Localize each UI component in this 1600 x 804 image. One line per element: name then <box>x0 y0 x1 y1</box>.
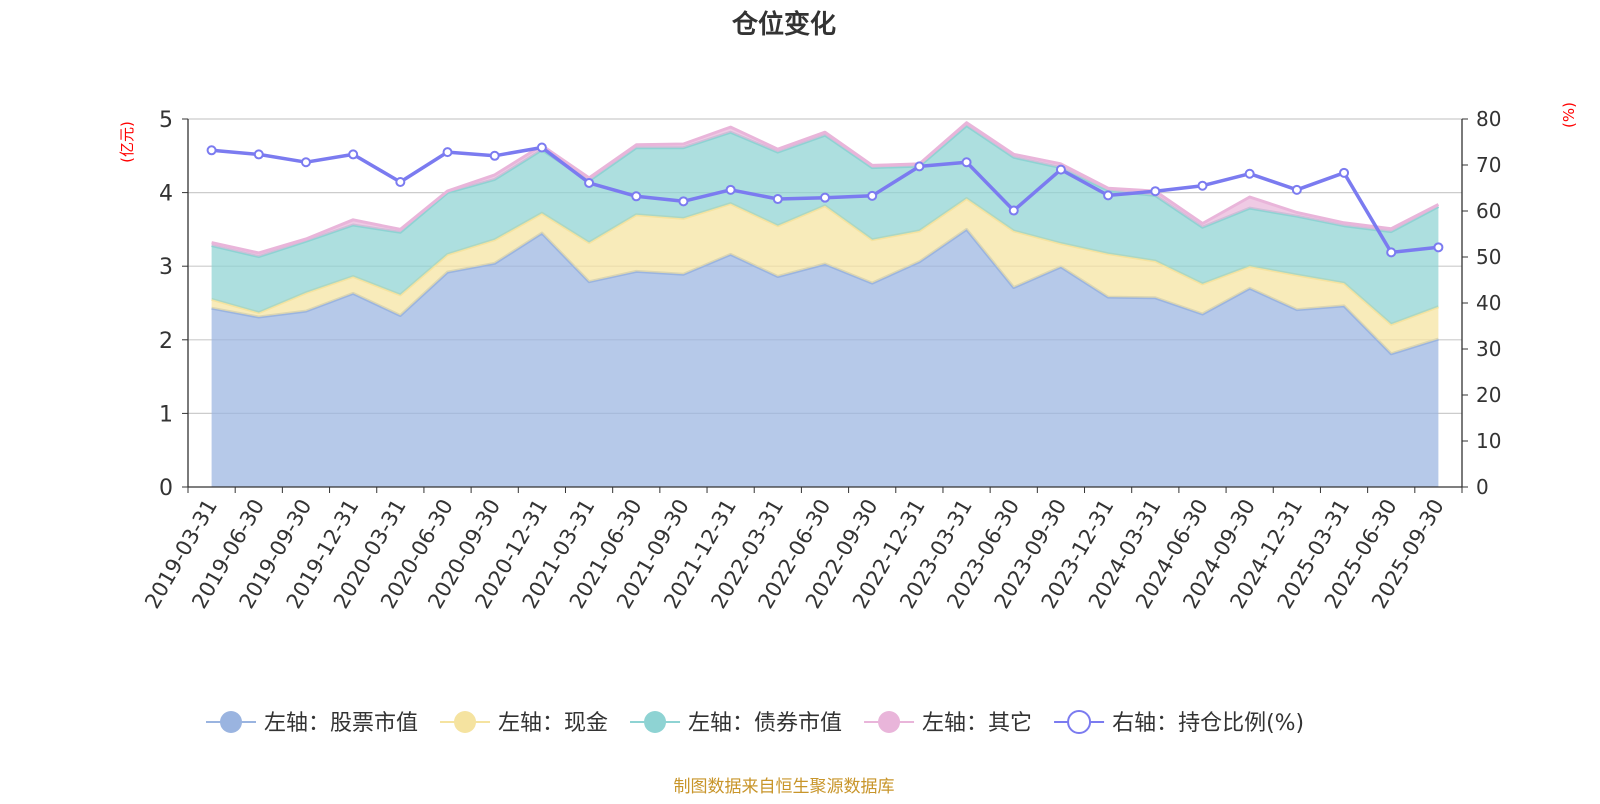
line-series <box>206 142 1444 258</box>
legend-item: 左轴：股票市值 <box>206 711 418 736</box>
left-tick-label: 1 <box>159 402 173 427</box>
left-tick-label: 3 <box>159 255 173 280</box>
right-tick-label: 40 <box>1476 291 1501 315</box>
line-point <box>206 145 217 156</box>
line-point <box>489 150 500 161</box>
area-2 <box>211 198 1439 354</box>
right-tick-label: 30 <box>1476 337 1501 361</box>
line-point <box>348 149 359 160</box>
line-point <box>1386 247 1397 258</box>
right-tick-label: 60 <box>1476 199 1501 223</box>
area-1 <box>211 229 1439 487</box>
right-tick-label: 70 <box>1476 153 1501 177</box>
legend-item: 右轴：持仓比例(%) <box>1054 710 1304 736</box>
area-3 <box>211 125 1439 325</box>
legend-label: 右轴：持仓比例(%) <box>1112 711 1304 736</box>
legend-label: 左轴：现金 <box>498 711 608 736</box>
line-point <box>536 142 547 153</box>
left-tick-label: 5 <box>159 108 173 133</box>
legend-marker <box>644 711 667 733</box>
right-tick-label: 0 <box>1476 475 1489 499</box>
left-tick-label: 0 <box>159 476 173 501</box>
right-tick-label: 20 <box>1476 383 1501 407</box>
line-point <box>914 161 925 172</box>
left-tick-label: 2 <box>159 329 173 354</box>
line-point <box>253 149 264 160</box>
area-edge-4 <box>211 121 1440 255</box>
legend-marker <box>878 711 901 733</box>
legend-label: 左轴：股票市值 <box>264 711 418 736</box>
line-point <box>1433 242 1444 253</box>
left-tick-label: 4 <box>159 182 173 207</box>
legend-label: 左轴：债券市值 <box>688 711 842 736</box>
legend-marker <box>220 711 242 733</box>
area-4 <box>211 122 1439 257</box>
right-axis-label: (%) <box>1560 102 1578 128</box>
right-tick-label: 50 <box>1476 245 1501 269</box>
line-point <box>1008 205 1019 216</box>
line-point <box>725 184 736 195</box>
line-point <box>961 157 972 168</box>
line-point <box>300 157 311 168</box>
line-point <box>395 177 406 188</box>
line-point <box>678 196 689 207</box>
line-point <box>1055 164 1066 175</box>
right-tick-label: 10 <box>1476 429 1501 453</box>
line-point <box>1339 167 1350 178</box>
line-point <box>631 191 642 202</box>
line-point <box>584 177 595 188</box>
line-point <box>1150 186 1161 197</box>
data-source-footer: 制图数据来自恒生聚源数据库 <box>674 777 895 797</box>
legend-marker <box>454 711 477 733</box>
line-point <box>442 147 453 158</box>
legend-item: 左轴：债券市值 <box>630 711 842 736</box>
left-axis-label: (亿元) <box>118 121 136 163</box>
legend-item: 左轴：其它 <box>864 711 1032 736</box>
area-series <box>211 121 1440 487</box>
line-point <box>1244 168 1255 179</box>
line-point <box>1103 190 1114 201</box>
line-point <box>772 194 783 205</box>
right-tick-label: 80 <box>1476 107 1501 131</box>
line-point <box>1291 184 1302 195</box>
legend-marker <box>1067 710 1092 734</box>
legend-label: 左轴：其它 <box>922 711 1032 736</box>
legend: 左轴：股票市值 左轴：现金 左轴：债券市值 左轴：其它 右轴：持仓比例(%) <box>206 710 1304 736</box>
line-point <box>1197 180 1208 191</box>
line-point <box>820 192 830 203</box>
line-point <box>867 190 878 201</box>
legend-item: 左轴：现金 <box>440 711 608 736</box>
chart-title: 仓位变化 <box>731 9 836 40</box>
x-tick-labels: 2019-03-312019-06-302019-09-302019-12-31… <box>140 495 1449 613</box>
